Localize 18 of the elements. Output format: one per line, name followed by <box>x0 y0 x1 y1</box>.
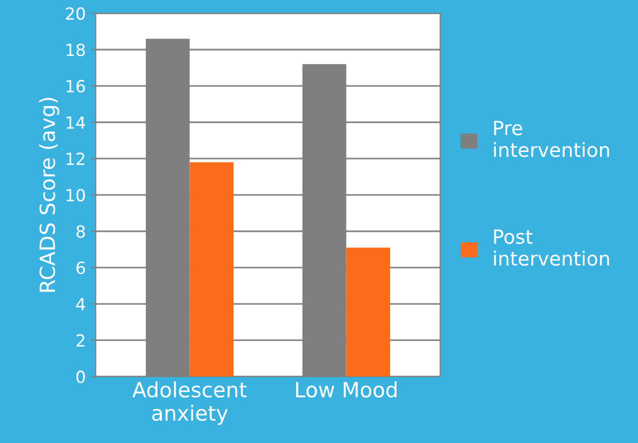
y-tick-label: 20 <box>66 7 85 20</box>
legend-label: Pre intervention <box>494 120 609 158</box>
legend-label: Post intervention <box>494 230 609 266</box>
bar <box>190 162 234 377</box>
y-tick-label: 0 <box>76 370 85 384</box>
bar <box>346 248 390 377</box>
y-tick-label: 18 <box>66 44 85 56</box>
y-axis-title: RCADS Score (avg) <box>39 98 60 292</box>
y-tick-label: 8 <box>76 225 85 238</box>
y-tick-label: 2 <box>76 334 84 347</box>
x-tick-label: Adolescent anxiety <box>132 381 247 425</box>
y-tick-label: 4 <box>76 298 86 310</box>
x-tick-label: Low Mood <box>296 381 397 398</box>
y-tick-label: 14 <box>66 116 86 129</box>
y-tick-label: 16 <box>66 80 85 93</box>
y-tick-label: 6 <box>76 262 85 274</box>
y-tick-label: 10 <box>66 188 85 202</box>
y-tick-label: 12 <box>66 152 84 165</box>
